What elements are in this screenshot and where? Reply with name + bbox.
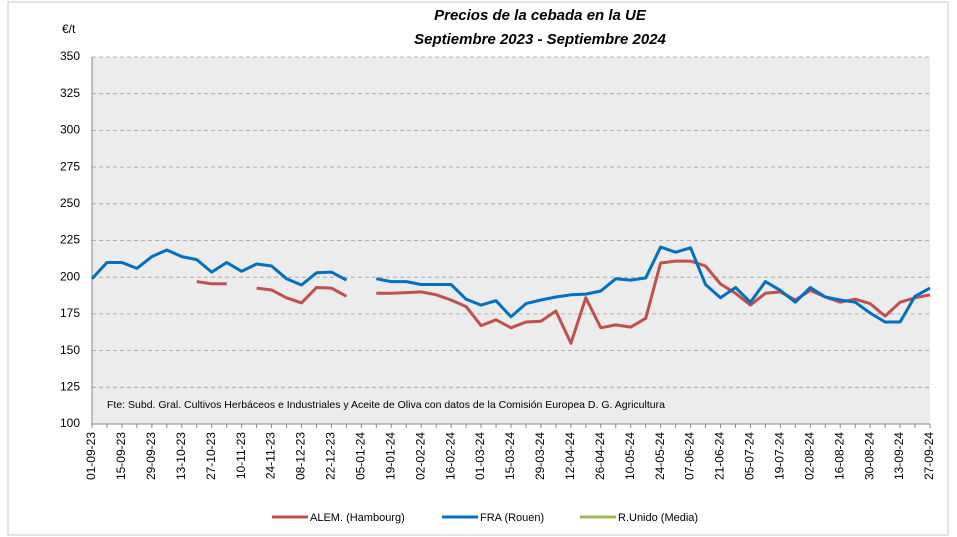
x-tick-label: 05-01-24 xyxy=(354,432,368,480)
x-tick-label: 27-10-23 xyxy=(204,432,218,480)
legend-label: R.Unido (Media) xyxy=(618,512,698,524)
x-tick-label: 15-03-24 xyxy=(503,432,517,480)
x-tick-label: 24-05-24 xyxy=(653,432,667,480)
y-tick-label: 100 xyxy=(60,416,80,430)
x-tick-label: 01-09-23 xyxy=(84,432,98,480)
chart-border xyxy=(7,1,949,536)
x-tick-label: 02-08-24 xyxy=(802,432,816,480)
x-tick-label: 29-03-24 xyxy=(533,432,547,480)
x-tick-label: 30-08-24 xyxy=(862,432,876,480)
chart-title: Precios de la cebada en la UE xyxy=(434,7,647,24)
x-tick-label: 07-06-24 xyxy=(683,432,697,480)
x-tick-label: 02-02-24 xyxy=(413,432,427,480)
y-tick-label: 200 xyxy=(60,269,80,283)
legend-label: ALEM. (Hambourg) xyxy=(310,512,405,524)
x-tick-label: 27-09-24 xyxy=(922,432,936,480)
x-tick-label: 16-08-24 xyxy=(832,432,846,480)
x-tick-label: 01-03-24 xyxy=(473,432,487,480)
x-tick-label: 13-10-23 xyxy=(174,432,188,480)
x-tick-label: 10-11-23 xyxy=(234,432,248,479)
source-note: Fte: Subd. Gral. Cultivos Herbáceos e In… xyxy=(107,399,665,411)
y-tick-label: 300 xyxy=(60,123,80,137)
y-tick-label: 150 xyxy=(60,343,80,357)
x-tick-label: 26-04-24 xyxy=(593,432,607,480)
y-axis-label: €/t xyxy=(62,22,76,36)
x-tick-label: 12-04-24 xyxy=(563,432,577,480)
legend-label: FRA (Rouen) xyxy=(480,512,544,524)
y-tick-label: 325 xyxy=(60,86,80,100)
y-tick-label: 250 xyxy=(60,196,80,210)
y-tick-label: 225 xyxy=(60,233,80,247)
y-tick-label: 350 xyxy=(60,49,80,63)
plot-area xyxy=(92,57,930,424)
x-tick-label: 19-07-24 xyxy=(773,432,787,480)
y-tick-label: 125 xyxy=(60,379,80,393)
y-tick-label: 275 xyxy=(60,159,80,173)
chart-subtitle: Septiembre 2023 - Septiembre 2024 xyxy=(414,31,666,48)
x-tick-label: 22-12-23 xyxy=(324,432,338,480)
x-tick-label: 16-02-24 xyxy=(443,432,457,480)
x-tick-label: 10-05-24 xyxy=(623,432,637,480)
x-tick-label: 29-09-23 xyxy=(144,432,158,480)
x-tick-label: 19-01-24 xyxy=(383,432,397,480)
series-line xyxy=(90,245,931,324)
x-tick-label: 24-11-23 xyxy=(264,432,278,479)
y-tick-label: 175 xyxy=(60,306,80,320)
x-tick-label: 05-07-24 xyxy=(743,432,757,480)
x-tick-label: 08-12-23 xyxy=(294,432,308,480)
x-tick-label: 15-09-23 xyxy=(114,432,128,480)
x-tick-label: 21-06-24 xyxy=(713,432,727,480)
x-tick-label: 13-09-24 xyxy=(892,432,906,480)
series-line xyxy=(196,259,931,345)
